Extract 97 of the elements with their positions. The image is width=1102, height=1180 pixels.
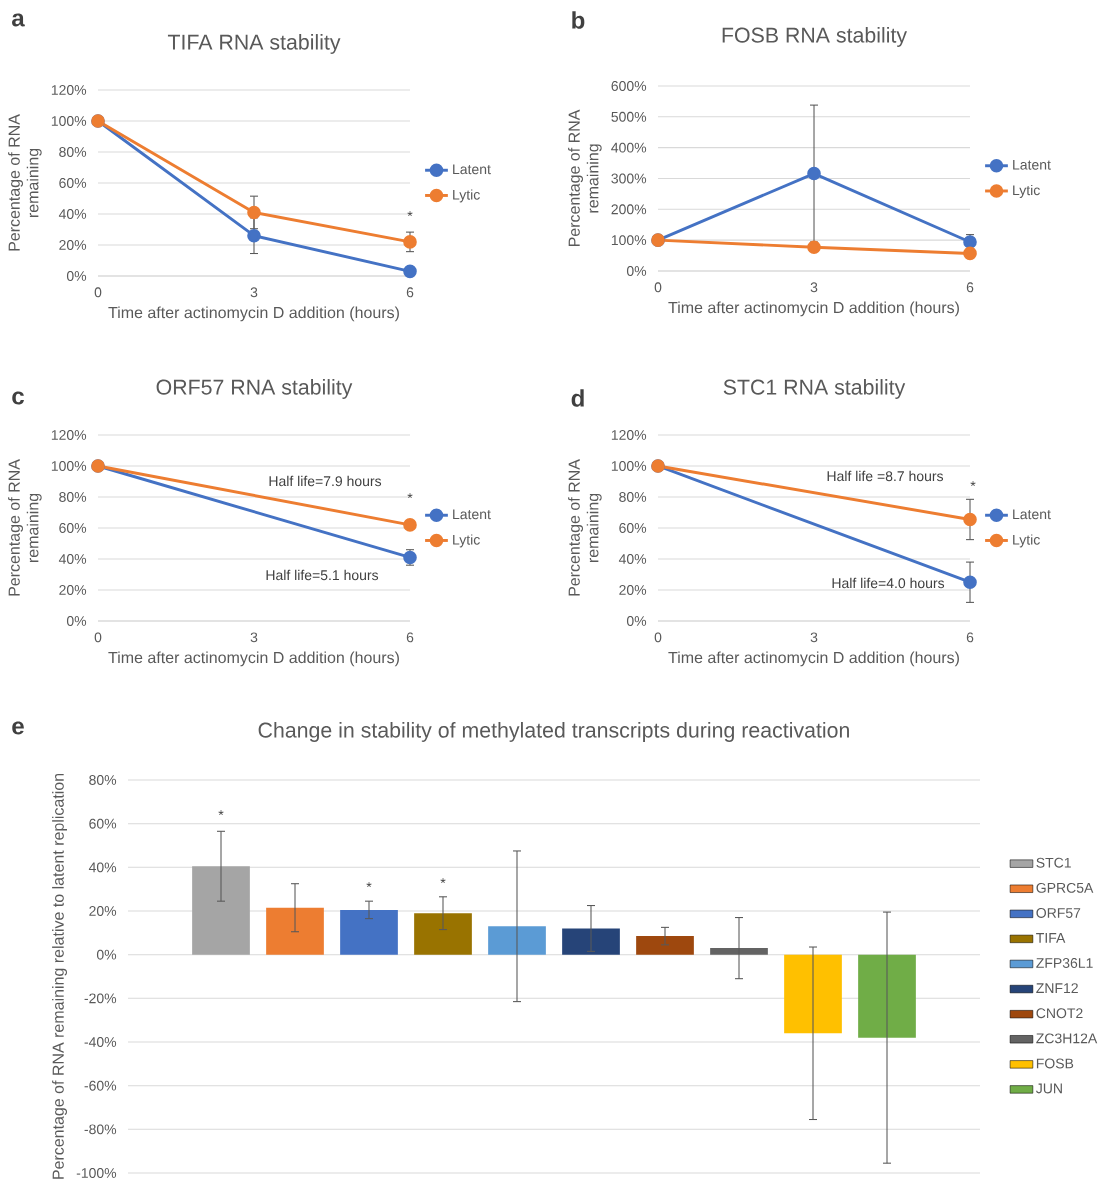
legend-label: TIFA [1036,933,1066,943]
y-tick-label: 300% [611,173,647,184]
y-tick-label: -80% [84,1124,117,1135]
y-tick-label: 120% [611,430,647,440]
legend-label: Latent [453,509,491,520]
chart-title: TIFA RNA stability [167,34,341,54]
annotation: * [218,810,224,816]
y-tick-label: 100% [51,461,87,471]
legend-label: STC1 [1036,857,1071,868]
legend-label: ZC3H12A [1036,1033,1098,1044]
y-axis-title: Percentage of RNA remaining [8,459,42,596]
y-tick-label: 0% [96,949,117,960]
x-tick-label: 3 [250,632,258,643]
legend-label: JUN [1036,1083,1062,1094]
y-tick-label: 120% [51,85,87,95]
legend-label: ZFP36L1 [1036,958,1093,968]
y-tick-label: -100% [76,1168,117,1178]
text: e [12,721,24,735]
x-tick-label: 0 [654,282,662,293]
legend-label: Lytic [1013,184,1040,198]
chart-title: ORF57 RNA stability [156,379,353,399]
legend-label: Latent [1013,159,1051,170]
y-axis-title: Percentage of RNA remaining relative to latent replication [52,773,67,1179]
legend-label: ORF57 [1036,907,1081,918]
x-tick-label: 6 [406,632,414,643]
y-tick-label: -20% [84,993,117,1004]
x-axis-title: Time after actinomycin D addition (hours) [108,306,399,322]
y-tick-label: 500% [611,111,647,122]
y-tick-label: 20% [89,906,117,916]
y-tick-label: 80% [59,147,87,157]
y-tick-label: 0% [66,616,87,626]
legend-label: Latent [1013,509,1051,520]
y-tick-label: 0% [626,616,647,626]
legend-label: Lytic [453,534,480,548]
annotation: * [407,211,413,217]
chart-title: Change in stability of methylated transcripts during reactivation [258,722,849,742]
legend-label: GPRC5A [1036,882,1094,893]
legend-label: Latent [453,164,491,175]
x-tick-label: 3 [250,287,258,298]
x-tick-label: 6 [966,282,974,293]
chart-title: STC1 RNA stability [723,379,906,399]
y-tick-label: -40% [84,1037,117,1047]
y-axis-title: Percentage of RNA remaining [8,114,42,251]
x-tick-label: 0 [654,632,662,643]
x-tick-label: 0 [94,632,102,643]
annotation: * [366,882,372,888]
y-tick-label: 80% [59,492,87,502]
y-tick-label: 40% [88,862,117,873]
annotation: Half life=5.1 hours [266,569,379,581]
y-tick-label: 60% [89,818,117,829]
legend-label: FOSB [1036,1058,1074,1069]
x-tick-label: 6 [966,632,974,643]
legend-label: ZNF12 [1036,983,1078,993]
y-tick-label: 200% [611,204,647,215]
annotation: Half life=4.0 hours [832,577,945,589]
y-tick-label: 40% [618,554,647,564]
y-tick-label: 100% [51,116,87,126]
y-axis-title: Percentage of RNA remaining [568,459,602,596]
y-tick-label: 20% [59,585,87,595]
y-tick-label: 120% [51,430,87,440]
x-tick-label: 6 [406,287,414,298]
x-axis-title: Time after actinomycin D addition (hours) [668,301,959,317]
text: c [12,391,24,405]
text: * [970,481,976,487]
y-tick-label: 40% [58,554,87,564]
y-tick-label: 60% [619,523,647,533]
x-tick-label: 0 [94,287,102,298]
text: b [572,11,585,29]
y-tick-label: 0% [66,271,87,281]
x-axis-title: Time after actinomycin D addition (hours) [668,651,959,667]
x-tick-label: 3 [810,282,818,293]
y-tick-label: 80% [619,492,647,502]
chart-title: FOSB RNA stability [722,27,907,47]
x-tick-label: 3 [810,632,818,643]
y-tick-label: 20% [619,585,647,595]
y-tick-label: 100% [611,235,647,246]
legend-label: Lytic [1013,534,1040,548]
legend-label: CNOT2 [1036,1008,1083,1019]
annotation: * [407,493,413,499]
x-axis-title: Time after actinomycin D addition (hours) [108,651,399,667]
y-axis-title: Percentage of RNA remaining [568,109,602,247]
text: a [12,13,25,27]
annotation: Half life =8.7 hours [827,470,944,482]
y-tick-label: 60% [59,523,87,533]
y-tick-label: 0% [626,266,647,276]
y-tick-label: 100% [611,461,647,471]
annotation: * [440,878,446,884]
y-tick-label: 600% [611,81,647,91]
y-tick-label: 60% [59,178,87,188]
y-tick-label: 20% [59,240,87,250]
y-tick-label: -60% [84,1080,117,1091]
legend-label: Lytic [453,189,480,203]
y-tick-label: 400% [611,142,647,153]
y-tick-label: 40% [58,209,87,219]
y-tick-label: 80% [89,775,117,785]
text: d [571,389,584,407]
annotation: Half life=7.9 hours [269,475,382,487]
